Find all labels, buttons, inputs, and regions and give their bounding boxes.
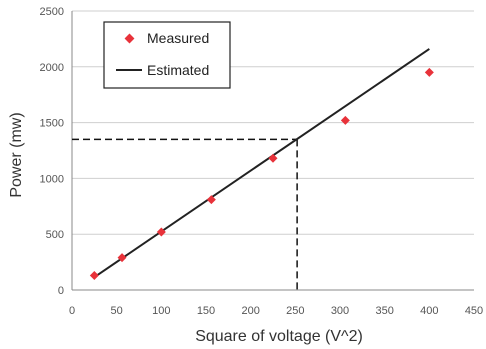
y-tick-label: 2500 xyxy=(40,6,64,18)
x-tick-label: 400 xyxy=(420,305,438,317)
x-tick-label: 100 xyxy=(152,305,170,317)
y-tick-label: 0 xyxy=(58,285,64,297)
measured-point xyxy=(117,253,127,263)
legend-box xyxy=(103,21,231,89)
tick-labels: 0 500 1000 1500 2000 2500 0 50 100 150 200 250 300 35… xyxy=(40,6,484,317)
x-tick-label: 150 xyxy=(197,305,215,317)
reference-lines xyxy=(72,138,298,290)
estimated-line xyxy=(93,48,430,278)
measured-point xyxy=(89,270,99,280)
x-tick-label: 350 xyxy=(375,305,393,317)
measured-point xyxy=(424,67,434,77)
x-tick-label: 50 xyxy=(111,305,123,317)
x-tick-label: 200 xyxy=(241,305,259,317)
x-tick-label: 250 xyxy=(286,305,304,317)
measured-point xyxy=(340,115,350,125)
axes xyxy=(71,11,474,291)
y-tick-label: 1000 xyxy=(40,173,64,185)
legend: Measured Estimated xyxy=(103,21,231,89)
measured-point xyxy=(206,195,216,205)
y-tick-label: 500 xyxy=(46,229,64,241)
x-tick-label: 300 xyxy=(331,305,349,317)
x-axis-title: Square of voltage (V^2) xyxy=(195,328,363,345)
y-axis-title: Power (mw) xyxy=(8,112,25,197)
legend-estimated-label: Estimated xyxy=(147,62,209,78)
x-tick-label: 450 xyxy=(465,305,483,317)
data-series xyxy=(89,48,434,280)
x-tick-label: 0 xyxy=(69,305,75,317)
y-tick-label: 1500 xyxy=(40,118,64,130)
measured-point xyxy=(156,227,166,237)
legend-measured-label: Measured xyxy=(147,30,209,46)
legend-measured-marker xyxy=(124,33,135,44)
measured-point xyxy=(268,153,278,163)
y-tick-label: 2000 xyxy=(40,62,64,74)
